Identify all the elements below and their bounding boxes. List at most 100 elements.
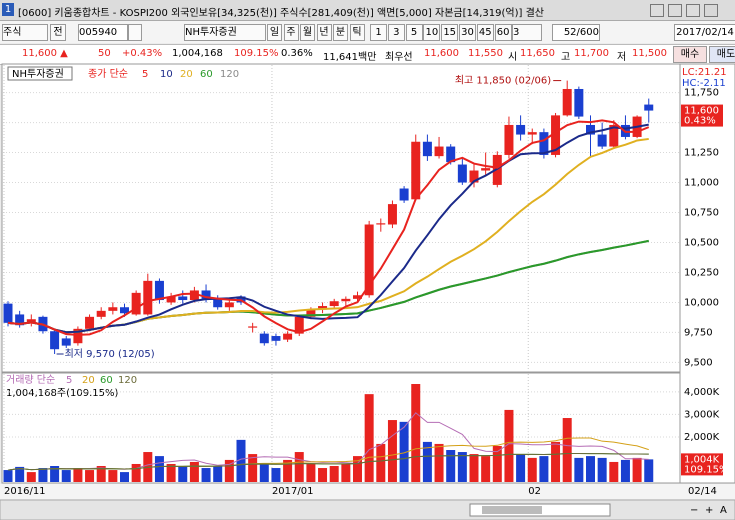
interval-button[interactable]: 60	[494, 24, 512, 41]
auto-scale[interactable]: A	[720, 505, 727, 516]
legend-period: 60	[100, 375, 113, 386]
candle-body	[73, 328, 83, 344]
interval-button[interactable]: 1	[370, 24, 387, 41]
candle-body	[294, 316, 304, 334]
sell-button[interactable]: 매도	[709, 46, 735, 63]
y-tick-label: 11,000	[684, 178, 719, 189]
ma-line	[7, 452, 649, 471]
volume-bar	[597, 457, 607, 482]
turnover: 0.36%	[281, 48, 313, 59]
market-select[interactable]: 주식	[2, 24, 48, 41]
price-legend-label: 종가 단순	[88, 68, 128, 80]
legend-period: 10	[160, 69, 173, 80]
zoom-in[interactable]: +	[705, 505, 713, 516]
maximize-button[interactable]	[686, 4, 700, 17]
candle-body	[492, 154, 502, 185]
close-button[interactable]	[704, 4, 718, 17]
volume-bar	[329, 466, 339, 482]
price: 11,600 ▲	[22, 48, 68, 59]
y-tick-label: 9,500	[684, 357, 713, 368]
candle-body	[364, 224, 374, 296]
period-button[interactable]: 월	[300, 24, 315, 41]
period-button[interactable]: 년	[316, 24, 332, 41]
candle-body	[422, 141, 432, 157]
candle-body	[96, 310, 106, 317]
y-tick-label: 10,750	[684, 208, 719, 219]
volume-bar	[376, 443, 386, 482]
volume-bar	[224, 459, 234, 482]
volume-bar	[73, 468, 83, 482]
high: 11,700	[574, 48, 609, 59]
interval-button[interactable]: 30	[459, 24, 476, 41]
high-label: 고	[561, 52, 571, 63]
last-change: 0.43%	[684, 116, 716, 127]
volume-bar	[294, 452, 304, 482]
help-icon[interactable]	[650, 4, 664, 17]
period-button[interactable]: 주	[283, 24, 299, 41]
date-input[interactable]: 2017/02/14	[674, 24, 735, 41]
volume-bar	[154, 456, 164, 482]
open-label: 시	[508, 52, 518, 63]
scope-button[interactable]: 전	[50, 24, 66, 41]
volume-bar	[469, 454, 479, 482]
candle-body	[551, 115, 561, 155]
last-volume-box	[681, 453, 723, 476]
interval-button[interactable]: 5	[405, 24, 423, 41]
end-date: 02/14	[688, 486, 717, 497]
ask: 11,600	[424, 48, 459, 59]
interval-button[interactable]: 3	[387, 24, 405, 41]
candle-body	[120, 307, 129, 314]
y-tick-label: 2,000K	[684, 432, 720, 443]
interval-select[interactable]: 3	[512, 24, 542, 41]
interval-button[interactable]: 45	[476, 24, 494, 41]
candle-body	[283, 333, 293, 340]
volume-bar	[411, 384, 421, 482]
code-dropdown[interactable]	[128, 24, 142, 41]
volume-bar	[446, 450, 456, 482]
volume-bar	[399, 421, 409, 482]
zoom-out[interactable]: −	[690, 505, 698, 516]
volume-bar	[586, 456, 595, 482]
volume-bar	[492, 445, 502, 482]
volume-bar	[213, 466, 223, 482]
candle-body	[516, 124, 526, 135]
candle-body	[306, 309, 316, 317]
code-input[interactable]: 005940	[78, 24, 128, 41]
stock-name[interactable]: NH투자증권	[184, 24, 266, 41]
volume-bar	[387, 420, 397, 482]
candle-body	[446, 146, 456, 163]
volume-bar	[3, 470, 13, 482]
y-tick-label: 3,000K	[684, 409, 720, 420]
y-tick-label: 10,000	[684, 297, 719, 308]
volume-legend-label: 거래량 단순	[6, 374, 55, 386]
buy-button[interactable]: 매수	[673, 46, 707, 63]
scroll-thumb[interactable]	[482, 506, 542, 514]
low: 11,500	[632, 48, 667, 59]
period-button[interactable]: 틱	[349, 24, 365, 41]
candle-body	[597, 134, 607, 147]
count-input[interactable]: 52/600	[552, 24, 600, 41]
candle-body	[574, 88, 584, 117]
candle-body	[457, 164, 467, 183]
legend-source-box	[7, 66, 73, 81]
period-button[interactable]: 일	[267, 24, 282, 41]
volume-bar	[353, 456, 362, 482]
indicator: LC:21.21	[682, 67, 727, 78]
volume-bar	[562, 418, 572, 482]
candle-body	[644, 104, 654, 111]
last-volume-rate: 109.15%	[684, 464, 729, 475]
volume-bar	[131, 463, 141, 482]
candle-body	[26, 319, 36, 323]
legend-period: 5	[142, 69, 148, 80]
interval-button[interactable]: 15	[441, 24, 459, 41]
interval-button[interactable]: 10	[423, 24, 441, 41]
candle-body	[85, 316, 95, 329]
legend-period: 60	[200, 69, 213, 80]
candle-body	[50, 331, 60, 350]
x-tick-label: 2016/11	[4, 486, 46, 497]
y-tick-label: 10,250	[684, 267, 719, 278]
minimize-button[interactable]	[668, 4, 682, 17]
candle-body	[434, 146, 444, 157]
period-button[interactable]: 분	[333, 24, 348, 41]
